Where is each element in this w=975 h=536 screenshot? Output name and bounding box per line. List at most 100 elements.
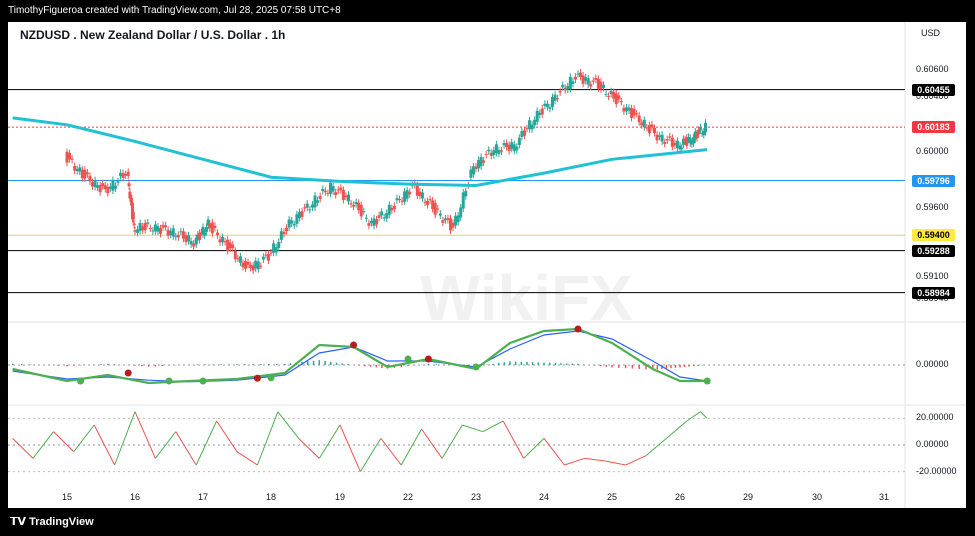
- candle-body: [522, 130, 526, 136]
- momentum-segment: [216, 420, 238, 452]
- chart-frame[interactable]: [8, 22, 966, 508]
- momentum-segment: [195, 420, 218, 466]
- candle-body: [367, 223, 371, 226]
- candle-body: [126, 171, 130, 176]
- candle-body: [196, 234, 200, 238]
- candle-body: [151, 230, 155, 232]
- candle-body: [221, 237, 225, 243]
- macd-cross-dot: [703, 377, 711, 385]
- candle-body: [454, 215, 458, 226]
- candle-body: [517, 137, 521, 145]
- momentum-segment: [134, 411, 156, 459]
- x-tick-label: 19: [335, 492, 346, 502]
- candle-body: [642, 119, 646, 128]
- candle-body: [484, 154, 488, 156]
- macd-line: [12, 327, 708, 385]
- candle-body: [579, 72, 583, 78]
- macd-cross-dot: [574, 325, 582, 333]
- candle-body: [627, 107, 631, 111]
- candle-body: [344, 195, 348, 198]
- candle-body: [497, 150, 501, 154]
- symbol-title: NZDUSD . New Zealand Dollar / U.S. Dolla…: [20, 28, 286, 42]
- candle-body: [581, 75, 585, 84]
- momentum-segment: [114, 411, 136, 466]
- candle-body: [637, 115, 641, 123]
- candle-body: [181, 231, 185, 239]
- candle-body: [143, 222, 147, 231]
- candle-body: [680, 147, 684, 150]
- candle-body: [297, 211, 301, 219]
- candle-body: [510, 142, 514, 149]
- price-tick-label: 0.60400: [916, 91, 949, 102]
- momentum-tick-label: -20.00000: [916, 465, 957, 476]
- candle-body: [78, 167, 82, 172]
- candle-body: [201, 226, 205, 235]
- candle-body: [530, 124, 534, 130]
- price-tick-label: 0.59100: [916, 270, 949, 281]
- candle-body: [171, 228, 175, 237]
- candle-body: [535, 110, 539, 122]
- tradingview-logo[interactable]: 𝗧𝗩 TradingView: [10, 508, 94, 536]
- candle-body: [199, 232, 203, 234]
- candle-body: [614, 93, 618, 104]
- wikifx-watermark: WikiFX: [420, 262, 633, 334]
- candle-body: [704, 122, 707, 133]
- candle-body: [130, 198, 134, 206]
- candle-body: [673, 142, 677, 146]
- candle-body: [622, 107, 626, 112]
- candle-body: [645, 127, 649, 129]
- candle-body: [612, 91, 616, 99]
- candle-body: [349, 203, 353, 205]
- candle-body: [179, 231, 183, 233]
- candle-body: [113, 185, 117, 189]
- candle-body: [261, 256, 265, 260]
- candle-body: [617, 95, 621, 100]
- candle-body: [596, 78, 600, 89]
- candle-body: [385, 212, 389, 219]
- candle-body: [573, 76, 577, 80]
- macd-cross-dot: [350, 341, 358, 349]
- candle-body: [153, 224, 157, 232]
- candle-body: [210, 222, 214, 234]
- candle-body: [687, 137, 690, 140]
- candle-body: [308, 209, 312, 211]
- candle-body: [226, 239, 230, 252]
- momentum-segment: [155, 431, 177, 459]
- candle-body: [449, 218, 452, 231]
- candle-body: [599, 81, 603, 90]
- candle-body: [206, 219, 210, 226]
- momentum-segment: [175, 431, 197, 466]
- candle-body: [688, 137, 692, 144]
- momentum-segment: [564, 457, 585, 466]
- x-tick-label: 15: [62, 492, 73, 502]
- footer-brand: TradingView: [29, 516, 94, 528]
- macd-cross-dot: [124, 369, 132, 377]
- candle-body: [640, 122, 644, 126]
- candle-body: [563, 87, 567, 91]
- momentum-segment: [523, 437, 545, 459]
- candle-body: [108, 186, 112, 189]
- candle-body: [589, 84, 593, 87]
- candle-body: [292, 224, 296, 226]
- candle-body: [336, 189, 340, 191]
- macd-cross-dot: [199, 377, 207, 385]
- candle-body: [576, 73, 580, 75]
- candle-body: [515, 146, 519, 151]
- candle-body: [602, 84, 605, 88]
- momentum-segment: [625, 455, 647, 466]
- candle-body: [375, 219, 379, 225]
- candle-body: [246, 261, 250, 265]
- candle-body: [683, 139, 687, 142]
- candle-body: [159, 228, 162, 234]
- candle-body: [584, 77, 588, 81]
- candle-body: [75, 168, 79, 172]
- x-tick-label: 22: [403, 492, 414, 502]
- candle-body: [148, 228, 152, 230]
- candle-body: [83, 169, 87, 179]
- candle-body: [68, 153, 72, 160]
- candle-body: [290, 220, 294, 224]
- candle-body: [326, 192, 330, 194]
- candle-body: [310, 204, 314, 208]
- x-tick-label: 18: [266, 492, 277, 502]
